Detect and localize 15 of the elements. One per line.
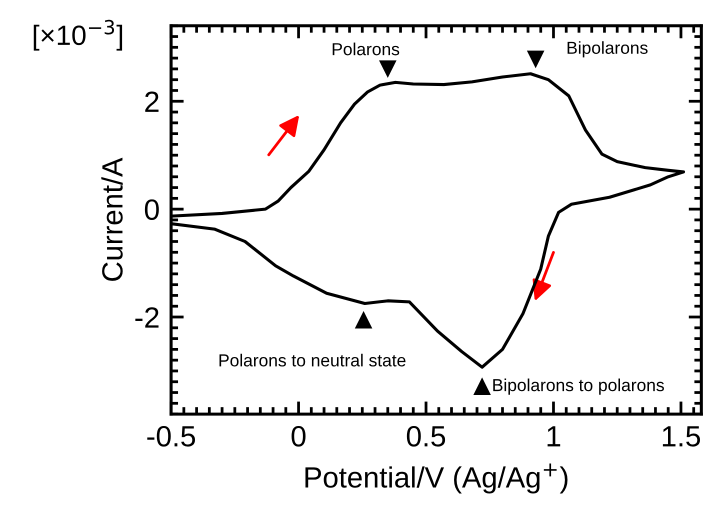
x-tick-label: 0.5	[406, 426, 446, 447]
y-tick-label: 2	[145, 91, 159, 112]
x-tick-label: 1.5	[662, 426, 700, 447]
text: [×10$^{−3}$]	[34, 20, 122, 51]
y-tick-label: -2	[135, 307, 159, 328]
annotation: Bipolarons	[568, 41, 648, 58]
x-tick-label: 1	[548, 426, 560, 446]
annotation: Polarons	[332, 42, 400, 56]
y-axis-title: Current/A	[101, 158, 123, 281]
x-axis-title: Potential/V (Ag/Ag$^{+}$)	[305, 464, 568, 494]
annotation: Bipolarons to polarons	[493, 378, 664, 395]
y-tick-label: 0	[144, 199, 159, 220]
x-tick-label: -0.5	[147, 426, 196, 447]
x-tick-label: 0	[292, 426, 306, 447]
annotation: Polarons to neutral state	[220, 354, 406, 367]
